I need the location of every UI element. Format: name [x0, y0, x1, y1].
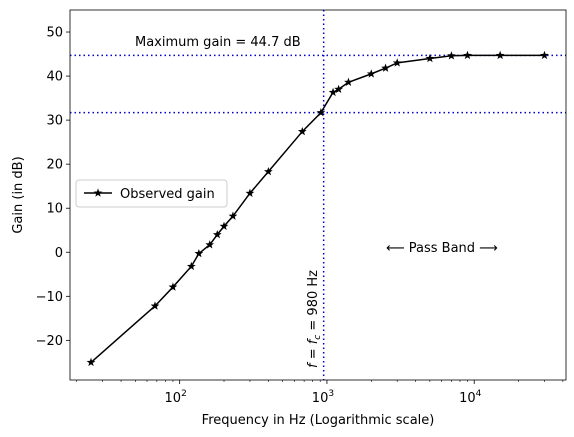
data-point	[245, 188, 255, 197]
data-point	[297, 126, 307, 136]
data-point	[186, 261, 196, 271]
data-point	[86, 357, 96, 367]
y-tick-label: 30	[46, 114, 63, 129]
data-point	[447, 51, 456, 60]
data-point	[194, 248, 204, 258]
pass-band-annotation: ⟵ Pass Band ⟶	[386, 241, 498, 256]
data-point	[392, 58, 402, 67]
y-tick-label: −10	[36, 290, 63, 305]
data-point	[540, 50, 549, 60]
data-point	[263, 167, 273, 176]
data-point	[168, 282, 178, 291]
x-axis-label: Frequency in Hz (Logarithmic scale)	[202, 413, 435, 428]
data-point	[150, 301, 160, 310]
cutoff-subscript: c	[313, 335, 323, 340]
data-point	[381, 63, 390, 72]
data-point	[228, 211, 238, 220]
x-tick-label: 104	[459, 389, 482, 406]
data-point	[495, 50, 505, 60]
cutoff-annotation: f = fc = 980 Hz	[306, 270, 323, 368]
plot-frame	[69, 9, 567, 381]
legend-label: Observed gain	[120, 187, 215, 202]
x-tick-label: 102	[165, 389, 187, 406]
data-point	[344, 77, 353, 86]
cutoff-prefix: f = f	[306, 337, 321, 368]
x-axis-ticks: 102 103 104	[165, 380, 482, 406]
max-gain-annotation: Maximum gain = 44.7 dB	[135, 35, 301, 50]
legend-box	[75, 179, 228, 208]
data-point	[366, 69, 376, 78]
y-tick-label: 0	[55, 246, 63, 261]
y-axis-ticks: −20 −10 0 10 20 30 40 50	[36, 26, 70, 349]
x-tick-base: 10	[312, 391, 329, 406]
data-point	[316, 108, 326, 117]
x-tick-exponent: 2	[181, 389, 187, 399]
data-point	[425, 53, 435, 63]
data-point	[205, 240, 215, 249]
y-axis-label: Gain (in dB)	[11, 156, 26, 233]
legend: Observed gain	[75, 179, 228, 208]
observed-gain-markers	[86, 50, 549, 367]
x-tick-label: 103	[312, 389, 334, 406]
data-point	[212, 230, 222, 239]
data-point	[463, 50, 472, 60]
y-tick-label: 20	[46, 158, 63, 173]
x-tick-base: 10	[165, 391, 182, 406]
data-point	[328, 87, 338, 97]
data-point	[334, 84, 343, 94]
cutoff-suffix: = 980 Hz	[306, 270, 321, 335]
y-tick-label: 50	[46, 26, 63, 41]
x-tick-exponent: 4	[476, 389, 482, 399]
data-point	[219, 221, 229, 230]
y-tick-label: 10	[46, 202, 63, 217]
reference-lines	[70, 10, 566, 380]
x-tick-exponent: 3	[328, 389, 334, 399]
legend-star-icon	[93, 188, 103, 197]
x-tick-base: 10	[459, 391, 476, 406]
y-tick-label: −20	[36, 334, 63, 349]
y-tick-label: 40	[46, 70, 63, 85]
